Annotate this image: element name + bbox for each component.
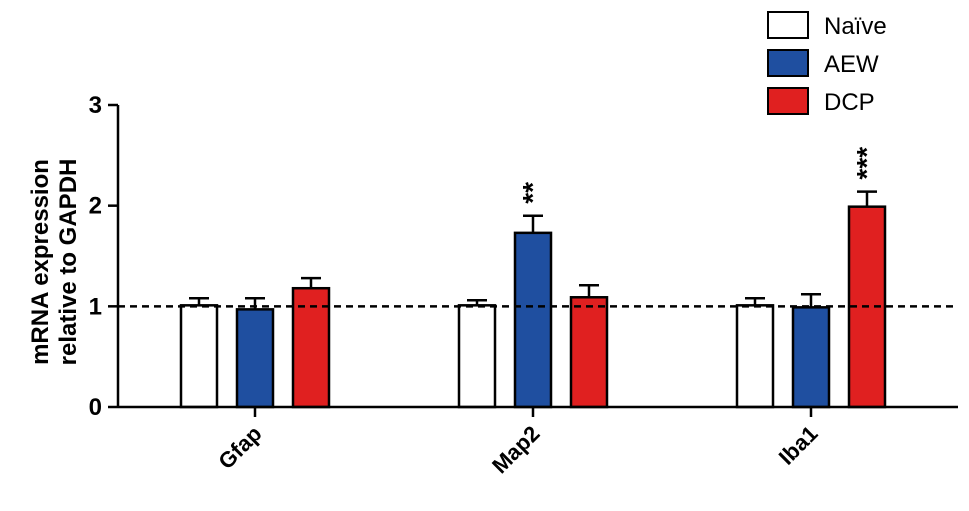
bars: *****: [179, 147, 887, 409]
bar-gfap-aew: [235, 308, 275, 409]
legend-swatch: [767, 49, 809, 77]
x-tick-label: Gfap: [213, 421, 266, 474]
significance-marker: ***: [851, 147, 882, 180]
bar-gfap-dcp: [291, 286, 331, 409]
legend-label: AEW: [824, 51, 879, 78]
legend-swatch: [767, 87, 809, 115]
legend: Naïve AEW DCP: [767, 11, 887, 116]
x-axis: Gfap Map2 Iba1: [118, 405, 958, 478]
legend-swatch: [767, 11, 809, 39]
x-tick-label: Map2: [487, 421, 544, 478]
legend-label: DCP: [824, 89, 875, 116]
legend-label: Naïve: [824, 13, 887, 40]
bar-gfap-naive: [179, 304, 219, 409]
bar-iba1-aew: [791, 306, 831, 409]
y-axis-label-line-2: relative to GAPDH: [55, 159, 82, 366]
significance-marker: **: [517, 182, 548, 204]
bar-map2-dcp: [569, 296, 609, 409]
y-tick-label: 0: [89, 394, 102, 421]
y-tick-label: 3: [89, 92, 102, 119]
bar-map2-naive: [457, 304, 497, 409]
y-tick-label: 2: [89, 193, 102, 220]
bar-map2-aew: [513, 231, 553, 409]
bar-iba1-naive: [735, 304, 775, 409]
x-tick-label: Iba1: [774, 421, 823, 470]
y-axis: 0 1 2 3: [89, 92, 120, 421]
y-axis-label: mRNA expression relative to GAPDH: [27, 159, 82, 366]
y-axis-label-line-1: mRNA expression: [27, 159, 54, 365]
y-tick-label: 1: [89, 293, 102, 320]
